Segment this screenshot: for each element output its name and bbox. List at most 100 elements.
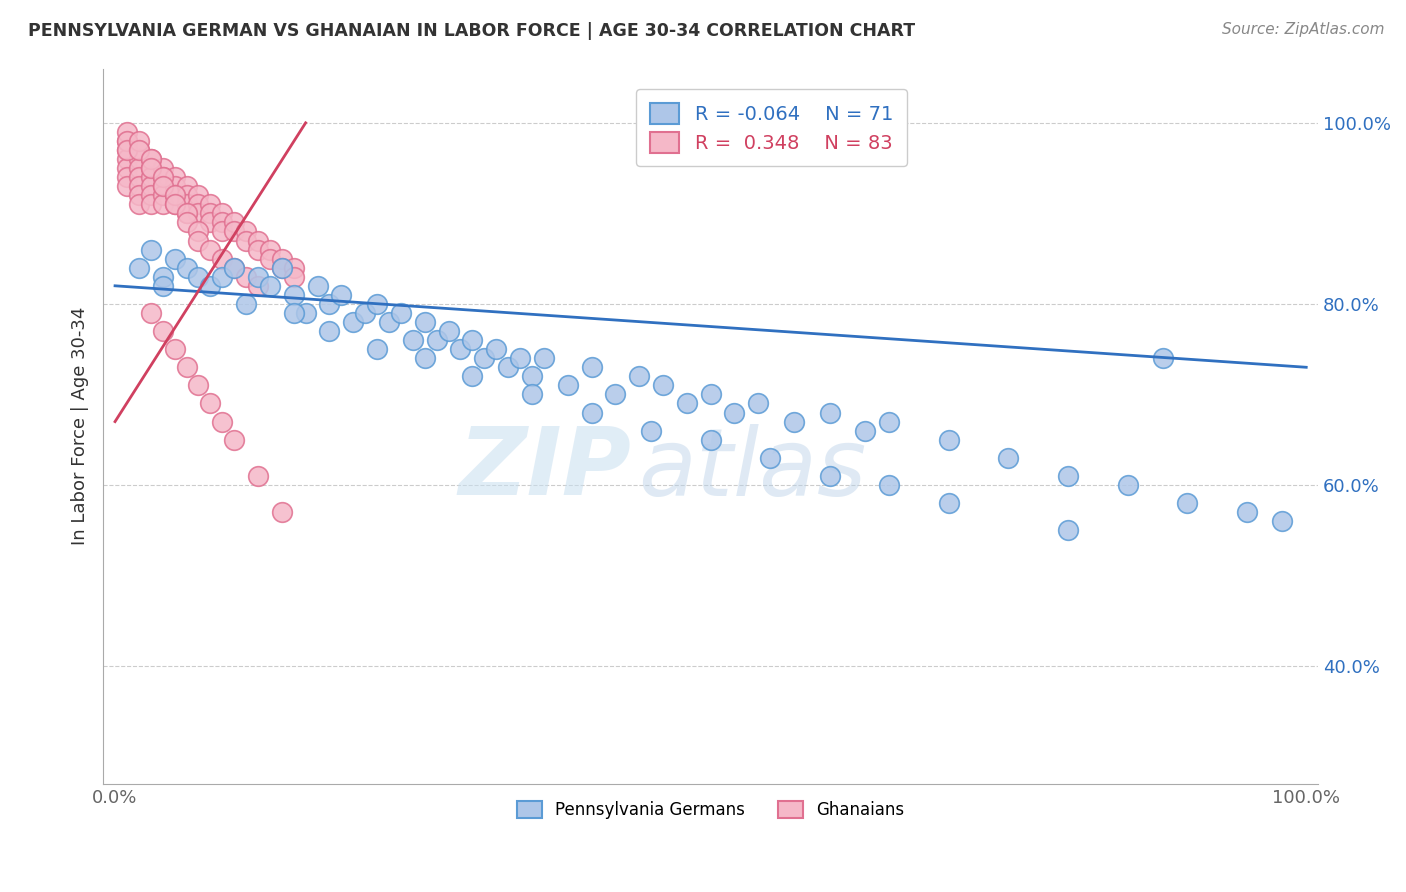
Point (1057, 523, 1080, 537)
Point (211, 225, 233, 239)
Point (413, 315, 436, 329)
Point (509, 351, 531, 366)
Point (187, 378, 209, 392)
Point (128, 152, 150, 166)
Point (366, 297, 388, 311)
Point (235, 269, 257, 284)
Point (581, 360, 603, 375)
Point (1271, 514, 1294, 528)
Point (461, 333, 484, 347)
Point (723, 405, 745, 419)
Point (270, 260, 292, 275)
Point (283, 306, 305, 320)
Point (783, 415, 806, 429)
Point (176, 215, 198, 229)
Point (496, 360, 519, 375)
Point (152, 269, 174, 284)
Point (211, 252, 233, 266)
Point (152, 197, 174, 211)
Point (128, 170, 150, 185)
Point (163, 197, 186, 211)
Legend: Pennsylvania Germans, Ghanaians: Pennsylvania Germans, Ghanaians (510, 794, 911, 825)
Point (139, 188, 162, 202)
Point (152, 278, 174, 293)
Point (450, 342, 472, 356)
Point (437, 324, 460, 338)
Point (581, 405, 603, 419)
Point (200, 396, 222, 410)
Point (163, 188, 186, 202)
Point (139, 179, 162, 194)
Point (176, 260, 198, 275)
Point (318, 297, 340, 311)
Point (855, 424, 877, 438)
Point (115, 125, 138, 139)
Point (139, 152, 162, 166)
Point (520, 369, 543, 384)
Point (520, 387, 543, 401)
Point (152, 170, 174, 185)
Text: Source: ZipAtlas.com: Source: ZipAtlas.com (1222, 22, 1385, 37)
Point (115, 143, 138, 157)
Point (283, 288, 305, 302)
Point (224, 260, 246, 275)
Point (128, 197, 150, 211)
Point (128, 260, 150, 275)
Point (139, 152, 162, 166)
Point (354, 306, 377, 320)
Point (472, 351, 495, 366)
Point (187, 197, 209, 211)
Point (152, 161, 174, 175)
Point (699, 433, 721, 447)
Point (307, 278, 329, 293)
Point (152, 324, 174, 338)
Point (235, 297, 257, 311)
Point (461, 369, 484, 384)
Point (187, 234, 209, 248)
Point (938, 496, 960, 510)
Point (533, 351, 555, 366)
Point (152, 188, 174, 202)
Point (187, 269, 209, 284)
Point (605, 387, 627, 401)
Point (115, 134, 138, 148)
Point (152, 179, 174, 194)
Point (997, 450, 1019, 465)
Point (675, 396, 697, 410)
Point (366, 342, 388, 356)
Point (818, 469, 841, 483)
Point (187, 188, 209, 202)
Point (378, 315, 401, 329)
Point (485, 342, 508, 356)
Point (115, 152, 138, 166)
Point (139, 197, 162, 211)
Point (176, 206, 198, 220)
Y-axis label: In Labor Force | Age 30-34: In Labor Force | Age 30-34 (72, 307, 89, 545)
Point (176, 179, 198, 194)
Point (115, 179, 138, 194)
Point (163, 179, 186, 194)
Point (115, 143, 138, 157)
Point (259, 243, 281, 257)
Point (270, 252, 292, 266)
Point (224, 215, 246, 229)
Point (176, 188, 198, 202)
Point (235, 234, 257, 248)
Point (163, 197, 186, 211)
Point (187, 206, 209, 220)
Point (1057, 469, 1080, 483)
Point (139, 243, 162, 257)
Point (259, 278, 281, 293)
Point (176, 206, 198, 220)
Point (115, 134, 138, 148)
Point (211, 269, 233, 284)
Point (270, 260, 292, 275)
Text: PENNSYLVANIA GERMAN VS GHANAIAN IN LABOR FORCE | AGE 30-34 CORRELATION CHART: PENNSYLVANIA GERMAN VS GHANAIAN IN LABOR… (28, 22, 915, 40)
Point (152, 179, 174, 194)
Point (426, 333, 449, 347)
Point (139, 161, 162, 175)
Point (128, 161, 150, 175)
Point (163, 170, 186, 185)
Point (818, 405, 841, 419)
Point (128, 188, 150, 202)
